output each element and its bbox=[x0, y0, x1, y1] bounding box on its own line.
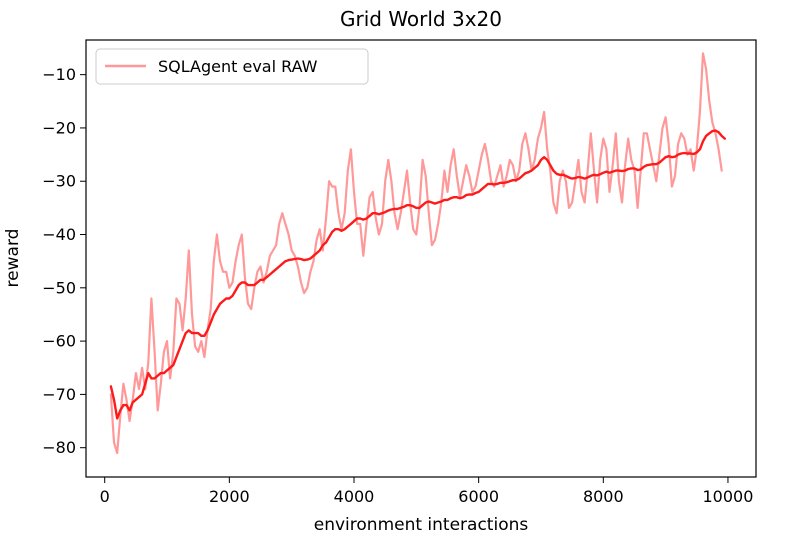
y-tick-label: −60 bbox=[42, 332, 76, 351]
x-tick-label: 6000 bbox=[458, 487, 499, 506]
x-axis-title: environment interactions bbox=[314, 515, 529, 535]
x-tick-label: 4000 bbox=[334, 487, 375, 506]
y-tick-label: −70 bbox=[42, 385, 76, 404]
series-line-smoothed bbox=[109, 129, 726, 420]
y-tick-label: −10 bbox=[42, 65, 76, 84]
plot-frame bbox=[85, 39, 757, 478]
series-layer bbox=[109, 52, 726, 455]
chart-title: Grid World 3x20 bbox=[340, 7, 502, 31]
y-axis-title: reward bbox=[3, 229, 23, 288]
y-tick-label: −20 bbox=[42, 118, 76, 137]
y-tick-label: −80 bbox=[42, 438, 76, 457]
x-tick-label: 8000 bbox=[583, 487, 624, 506]
legend-label-raw: SQLAgent eval RAW bbox=[158, 57, 318, 76]
y-tick-label: −30 bbox=[42, 172, 76, 191]
x-tick-label: 0 bbox=[100, 487, 110, 506]
legend-box bbox=[95, 48, 369, 85]
series-line-raw bbox=[109, 52, 723, 455]
legend: SQLAgent eval RAW bbox=[95, 48, 369, 85]
axis-layer: 0 2000 4000 6000 8000 10000 −10 −20 −30 −40 −50 −60… bbox=[42, 65, 753, 506]
x-tick-label: 2000 bbox=[209, 487, 250, 506]
y-tick-label: −40 bbox=[42, 225, 76, 244]
y-tick-label: −50 bbox=[42, 278, 76, 297]
x-tick-label: 10000 bbox=[703, 487, 754, 506]
